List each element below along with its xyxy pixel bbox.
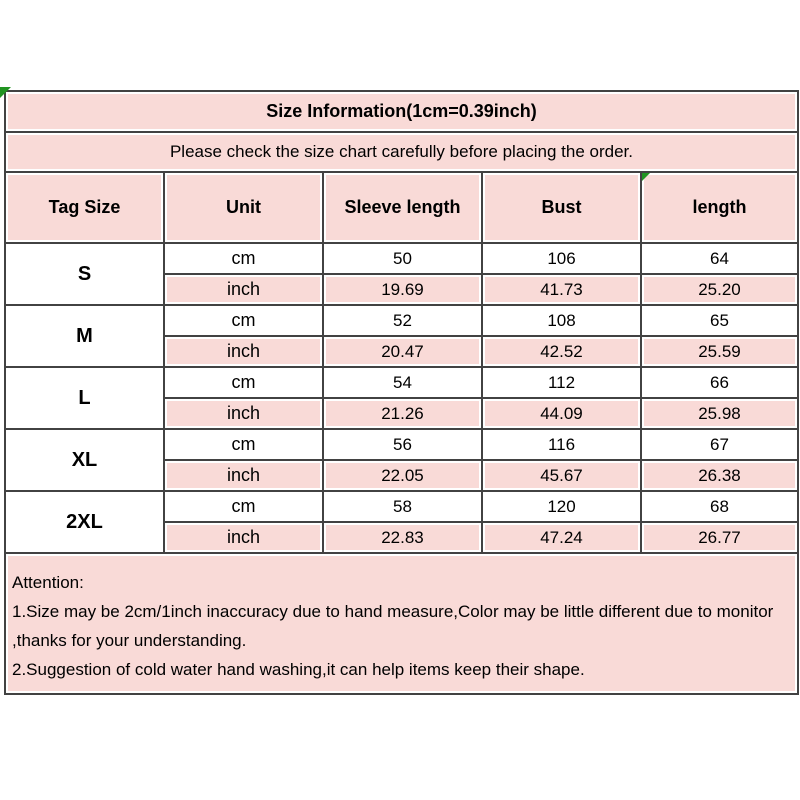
sleeve-value-cell: 50 bbox=[322, 242, 483, 275]
length-value-cell: 25.20 bbox=[640, 273, 799, 306]
sleeve-value-cell: 58 bbox=[322, 490, 483, 523]
length-value-cell: 25.98 bbox=[640, 397, 799, 430]
sleeve-value-cell: 21.26 bbox=[322, 397, 483, 430]
bust-value-cell: 112 bbox=[481, 366, 642, 399]
attention-row: Attention: 1.Size may be 2cm/1inch inacc… bbox=[4, 552, 799, 695]
attention-line: ,thanks for your understanding. bbox=[12, 631, 247, 650]
size-table: Size Information(1cm=0.39inch) Please ch… bbox=[4, 90, 799, 695]
table-row: inch 19.69 41.73 25.20 bbox=[5, 273, 799, 306]
header-row: Tag Size Unit Sleeve length Bust length bbox=[4, 171, 799, 244]
length-value-cell: 25.59 bbox=[640, 335, 799, 368]
table-row: inch 22.83 47.24 26.77 bbox=[5, 521, 799, 554]
header-bust: Bust bbox=[481, 171, 642, 244]
header-length: length bbox=[640, 171, 799, 244]
length-value-cell: 68 bbox=[640, 490, 799, 523]
attention-note: Attention: 1.Size may be 2cm/1inch inacc… bbox=[4, 552, 799, 695]
length-value-cell: 26.38 bbox=[640, 459, 799, 492]
length-value-cell: 64 bbox=[640, 242, 799, 275]
bust-value-cell: 47.24 bbox=[481, 521, 642, 554]
table-row: inch 20.47 42.52 25.59 bbox=[5, 335, 799, 368]
bust-value-cell: 106 bbox=[481, 242, 642, 275]
unit-cell: inch bbox=[163, 335, 324, 368]
table-row: XL cm 56 116 67 bbox=[4, 428, 799, 492]
bust-value-cell: 45.67 bbox=[481, 459, 642, 492]
green-corner-marker-icon bbox=[0, 87, 11, 98]
header-sleeve-length: Sleeve length bbox=[322, 171, 483, 244]
sleeve-value-cell: 19.69 bbox=[322, 273, 483, 306]
size-chart-sheet: Size Information(1cm=0.39inch) Please ch… bbox=[0, 87, 799, 695]
tag-size-cell: S bbox=[4, 242, 165, 306]
length-value-cell: 67 bbox=[640, 428, 799, 461]
title-row: Size Information(1cm=0.39inch) bbox=[4, 90, 799, 133]
unit-cell: inch bbox=[163, 397, 324, 430]
header-tag-size-label: Tag Size bbox=[48, 197, 121, 217]
unit-cell: cm bbox=[163, 366, 324, 399]
sleeve-value-cell: 56 bbox=[322, 428, 483, 461]
subtitle-row: Please check the size chart carefully be… bbox=[4, 131, 799, 173]
attention-line: 1.Size may be 2cm/1inch inaccuracy due t… bbox=[12, 602, 774, 621]
bust-value-cell: 44.09 bbox=[481, 397, 642, 430]
length-value-cell: 65 bbox=[640, 304, 799, 337]
bust-value-cell: 42.52 bbox=[481, 335, 642, 368]
unit-cell: inch bbox=[163, 521, 324, 554]
header-length-label: length bbox=[692, 197, 747, 217]
tag-size-cell: L bbox=[4, 366, 165, 430]
table-row: L cm 54 112 66 bbox=[4, 366, 799, 430]
unit-cell: cm bbox=[163, 428, 324, 461]
length-value-cell: 26.77 bbox=[640, 521, 799, 554]
header-unit: Unit bbox=[163, 171, 324, 244]
table-row: S cm 50 106 64 bbox=[4, 242, 799, 306]
table-row: M cm 52 108 65 bbox=[4, 304, 799, 368]
tag-size-cell: 2XL bbox=[4, 490, 165, 554]
bust-value-cell: 116 bbox=[481, 428, 642, 461]
bust-value-cell: 41.73 bbox=[481, 273, 642, 306]
attention-line: 2.Suggestion of cold water hand washing,… bbox=[12, 660, 585, 679]
header-unit-label: Unit bbox=[226, 197, 261, 217]
table-title: Size Information(1cm=0.39inch) bbox=[4, 90, 799, 133]
tag-size-cell: XL bbox=[4, 428, 165, 492]
unit-cell: inch bbox=[163, 459, 324, 492]
green-corner-marker-icon bbox=[643, 174, 650, 181]
sleeve-value-cell: 54 bbox=[322, 366, 483, 399]
unit-cell: cm bbox=[163, 304, 324, 337]
bust-value-cell: 108 bbox=[481, 304, 642, 337]
sleeve-value-cell: 52 bbox=[322, 304, 483, 337]
table-subtitle: Please check the size chart carefully be… bbox=[4, 131, 799, 173]
unit-cell: cm bbox=[163, 242, 324, 275]
unit-cell: cm bbox=[163, 490, 324, 523]
length-value-cell: 66 bbox=[640, 366, 799, 399]
header-tag-size: Tag Size bbox=[4, 171, 165, 244]
table-row: 2XL cm 58 120 68 bbox=[4, 490, 799, 554]
bust-value-cell: 120 bbox=[481, 490, 642, 523]
header-sleeve-length-label: Sleeve length bbox=[344, 197, 461, 217]
attention-heading: Attention: bbox=[12, 573, 84, 592]
sleeve-value-cell: 22.83 bbox=[322, 521, 483, 554]
header-bust-label: Bust bbox=[541, 197, 582, 217]
sleeve-value-cell: 22.05 bbox=[322, 459, 483, 492]
table-row: inch 21.26 44.09 25.98 bbox=[5, 397, 799, 430]
table-row: inch 22.05 45.67 26.38 bbox=[5, 459, 799, 492]
tag-size-cell: M bbox=[4, 304, 165, 368]
unit-cell: inch bbox=[163, 273, 324, 306]
sleeve-value-cell: 20.47 bbox=[322, 335, 483, 368]
